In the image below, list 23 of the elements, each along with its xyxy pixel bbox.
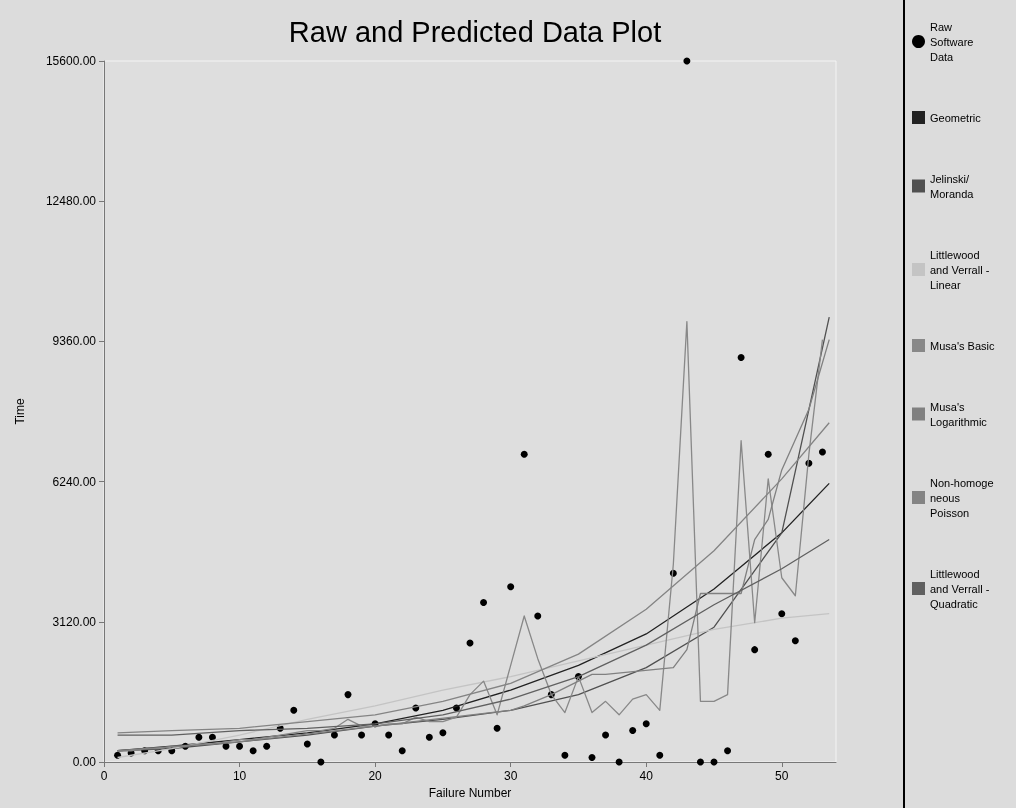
legend-label: Littlewood and Verrall - Quadratic — [930, 567, 993, 610]
legend-label: Musa's Basic — [930, 339, 995, 352]
legend-label: Jelinski/Moranda — [930, 172, 975, 200]
x-tick-label: 20 — [368, 769, 383, 783]
legend-label: Raw Software Data — [930, 20, 977, 63]
x-tick-label: 40 — [639, 769, 654, 783]
y-axis-title: Time — [13, 398, 27, 425]
y-tick-label: 6240.00 — [52, 474, 97, 489]
y-tick-label: 9360.00 — [52, 334, 97, 349]
x-tick-label: 10 — [232, 769, 247, 783]
legend-label: Littlewood and Verrall - Linear — [930, 248, 993, 291]
y-tick-label: 0.00 — [72, 755, 97, 769]
x-tick-label: 30 — [503, 769, 518, 783]
legend-label: Musa's Logarithmic — [930, 400, 988, 428]
x-tick-label: 50 — [775, 769, 789, 783]
y-tick-label: 15600.00 — [45, 54, 97, 68]
x-tick-label: 0 — [100, 769, 108, 783]
legend-label: Non-homogeneous Poisson — [930, 476, 994, 519]
x-axis-title: Failure Number — [428, 785, 512, 800]
chart-title: Raw and Predicted Data Plot — [288, 15, 662, 48]
y-tick-label: 3120.00 — [52, 614, 97, 629]
legend-label: Geometric — [930, 111, 982, 124]
y-tick-label: 12480.00 — [45, 194, 97, 209]
